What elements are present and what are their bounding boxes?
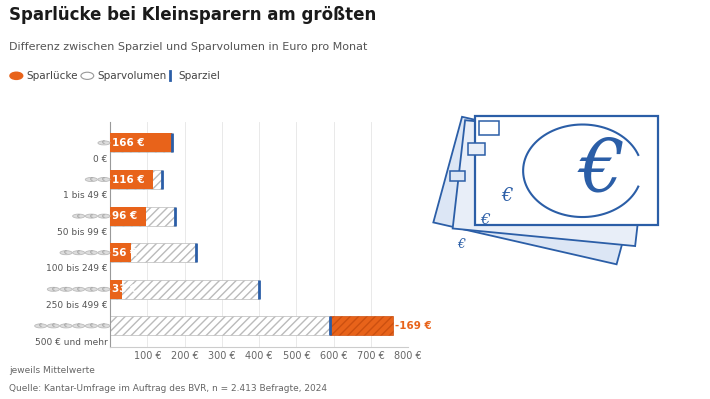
Text: Sparlücke bei Kleinsparern am größten: Sparlücke bei Kleinsparern am größten [9, 6, 376, 24]
Bar [110, 280, 259, 299]
Bar [110, 243, 131, 262]
Text: 116 €: 116 € [112, 174, 145, 184]
Bar [110, 207, 146, 225]
Text: €: € [77, 250, 80, 255]
Text: €: € [102, 213, 106, 219]
Bar [110, 280, 122, 299]
Circle shape [60, 251, 72, 255]
Text: 33 €: 33 € [112, 284, 137, 294]
Text: €: € [65, 250, 67, 255]
Circle shape [60, 287, 72, 291]
Text: Sparvolumen: Sparvolumen [97, 71, 167, 81]
Text: Sparlücke: Sparlücke [26, 71, 78, 81]
Polygon shape [474, 117, 658, 225]
Text: 50 bis 99 €: 50 bis 99 € [58, 228, 108, 237]
Circle shape [85, 251, 97, 255]
Text: €: € [65, 287, 67, 292]
Text: 250 bis 499 €: 250 bis 499 € [46, 301, 108, 310]
Circle shape [72, 324, 84, 328]
Text: €: € [89, 324, 93, 328]
Circle shape [72, 214, 84, 218]
Text: €: € [102, 140, 106, 145]
Bar [450, 171, 465, 181]
Text: jeweils Mittelwerte: jeweils Mittelwerte [9, 366, 95, 375]
Text: Quelle: Kantar-Umfrage im Auftrag des BVR, n = 2.413 Befragte, 2024: Quelle: Kantar-Umfrage im Auftrag des BV… [9, 384, 327, 393]
Circle shape [35, 324, 47, 328]
Text: €: € [89, 250, 93, 255]
Text: 100 bis 249 €: 100 bis 249 € [46, 265, 108, 273]
Text: €: € [102, 287, 106, 292]
Text: 166 €: 166 € [112, 138, 145, 148]
Text: Sparziel: Sparziel [178, 71, 220, 81]
Text: €: € [77, 324, 80, 328]
Bar [110, 316, 330, 336]
Text: €: € [52, 287, 55, 292]
Text: €: € [65, 324, 67, 328]
Circle shape [85, 178, 97, 182]
Text: €: € [39, 324, 43, 328]
Text: €: € [89, 287, 93, 292]
Bar [110, 170, 162, 189]
Circle shape [98, 214, 110, 218]
Text: €: € [501, 186, 513, 205]
Circle shape [85, 214, 97, 218]
Circle shape [98, 251, 110, 255]
Bar [110, 133, 172, 152]
Text: 0 €: 0 € [94, 155, 108, 164]
Circle shape [85, 287, 97, 291]
Text: €: € [457, 239, 465, 251]
Circle shape [72, 287, 84, 291]
Text: €: € [77, 287, 80, 292]
Bar [110, 207, 175, 225]
Circle shape [72, 251, 84, 255]
Bar [468, 143, 486, 155]
Circle shape [98, 324, 110, 328]
Text: Differenz zwischen Sparziel und Sparvolumen in Euro pro Monat: Differenz zwischen Sparziel und Sparvolu… [9, 42, 368, 52]
Circle shape [85, 324, 97, 328]
Text: -169 €: -169 € [395, 321, 432, 331]
Text: €: € [89, 213, 93, 219]
Text: €: € [481, 213, 490, 227]
Text: €: € [52, 324, 55, 328]
Text: €: € [579, 136, 624, 206]
Text: €: € [77, 213, 80, 219]
Text: 1 bis 49 €: 1 bis 49 € [63, 191, 108, 200]
Text: €: € [89, 177, 93, 182]
Circle shape [48, 324, 60, 328]
Text: €: € [102, 177, 106, 182]
Text: 500 € und mehr: 500 € und mehr [35, 338, 108, 347]
Bar [110, 133, 172, 152]
Circle shape [98, 141, 110, 145]
Circle shape [48, 287, 60, 291]
Bar [110, 243, 196, 262]
Bar [110, 170, 153, 189]
Circle shape [60, 324, 72, 328]
Polygon shape [433, 117, 645, 264]
Bar [479, 121, 499, 135]
Bar [330, 316, 393, 336]
Polygon shape [453, 120, 648, 246]
Circle shape [98, 287, 110, 291]
Text: 56 €: 56 € [112, 248, 137, 258]
Circle shape [98, 178, 110, 182]
Text: 96 €: 96 € [112, 211, 137, 221]
Text: €: € [102, 324, 106, 328]
Text: €: € [102, 250, 106, 255]
